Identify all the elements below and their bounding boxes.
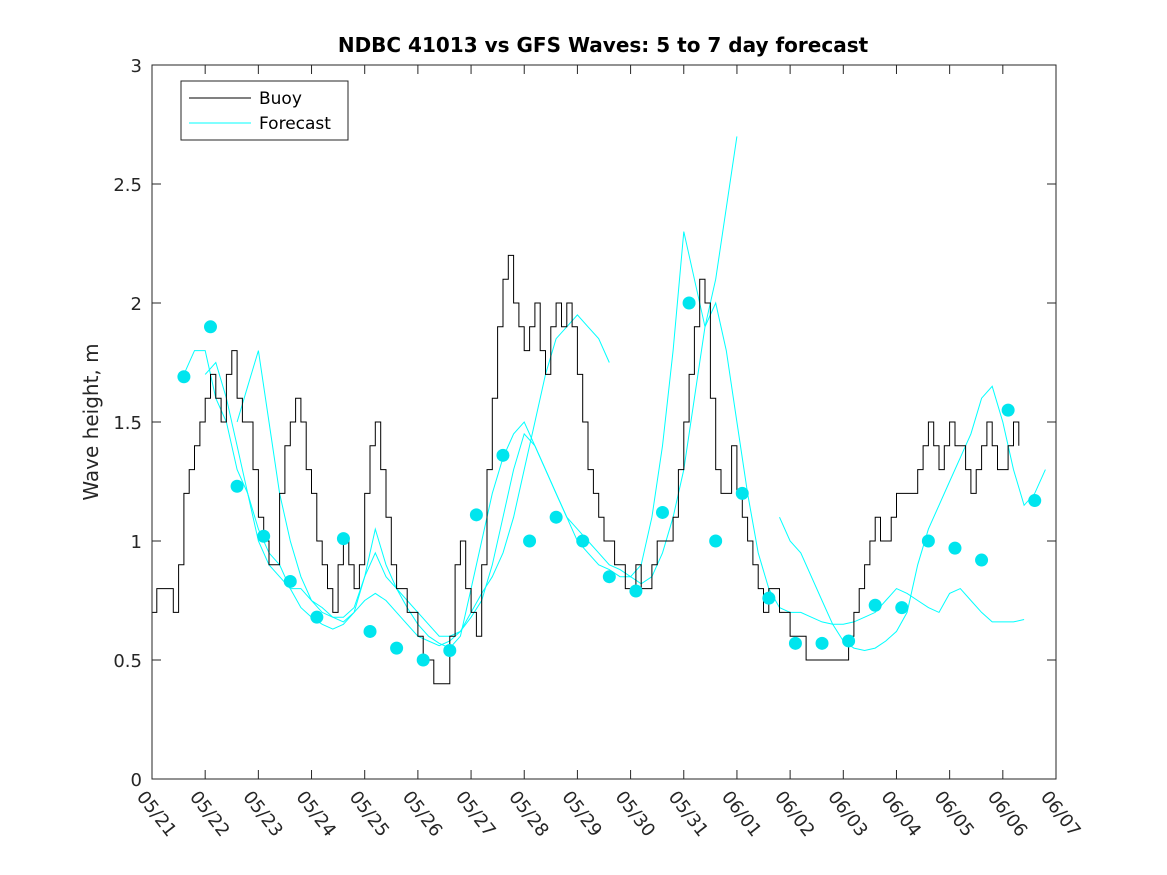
legend-box: [180, 80, 349, 141]
y-tick-label: 0: [131, 770, 142, 791]
forecast-point: [709, 534, 723, 548]
forecast-point: [842, 634, 856, 648]
forecast-points-layer: [177, 296, 1042, 667]
y-tick-label: 3: [131, 56, 142, 77]
forecast-point: [576, 534, 590, 548]
forecast-point: [416, 653, 430, 667]
x-tick-label: 05/27: [451, 787, 499, 841]
x-tick-label: 05/28: [504, 787, 552, 841]
series-line-forecast: [204, 314, 610, 647]
plot-area: [152, 65, 1056, 779]
forecast-point: [230, 479, 244, 493]
series-line-forecast: [236, 301, 1025, 637]
forecast-point: [682, 296, 696, 310]
series-line-forecast: [779, 385, 1046, 652]
forecast-point: [975, 553, 989, 567]
forecast-point: [602, 570, 616, 584]
forecast-point: [549, 510, 563, 524]
forecast-point: [390, 641, 404, 655]
x-tick-label: 06/04: [877, 787, 925, 841]
forecast-point: [735, 486, 749, 500]
forecast-point: [655, 505, 669, 519]
forecast-point: [177, 370, 191, 384]
x-tick-label: 06/02: [770, 787, 818, 841]
forecast-point: [815, 636, 829, 650]
x-tick-label: 06/06: [983, 787, 1031, 841]
forecast-point: [788, 636, 802, 650]
y-tick-label: 2: [131, 294, 142, 315]
forecast-point: [523, 534, 537, 548]
forecast-point: [948, 541, 962, 555]
forecast-point: [336, 532, 350, 546]
series-layer: [152, 136, 1046, 685]
chart-title: NDBC 41013 vs GFS Waves: 5 to 7 day fore…: [338, 33, 869, 57]
forecast-point: [310, 610, 324, 624]
x-tick-label: 05/29: [557, 787, 605, 841]
legend-label-forecast: Forecast: [259, 114, 331, 134]
forecast-point: [895, 601, 909, 615]
x-tick-label: 05/25: [345, 787, 393, 841]
legend: Buoy Forecast: [180, 80, 349, 141]
forecast-point: [1001, 403, 1015, 417]
legend-label-buoy: Buoy: [259, 89, 302, 109]
forecast-point: [443, 643, 457, 657]
forecast-point: [762, 591, 776, 605]
x-tick-label: 05/23: [238, 787, 286, 841]
y-tick-label: 2.5: [113, 175, 142, 196]
x-tick-label: 06/05: [930, 787, 978, 841]
x-tick-label: 06/07: [1036, 787, 1084, 841]
x-tick-label: 05/24: [292, 787, 340, 841]
y-axis-label: Wave height, m: [79, 343, 103, 500]
x-tick-label: 06/03: [823, 787, 871, 841]
forecast-point: [868, 598, 882, 612]
y-tick-label: 1: [131, 532, 142, 553]
series-line-forecast: [183, 136, 738, 649]
y-axis-ticks: 0 0.5 1 1.5 2 2.5 3: [113, 56, 1056, 791]
forecast-point: [1028, 494, 1042, 508]
series-line-buoy: [152, 254, 1020, 685]
forecast-point: [921, 534, 935, 548]
forecast-point: [469, 508, 483, 522]
x-tick-label: 06/01: [717, 787, 765, 841]
x-tick-label: 05/26: [398, 787, 446, 841]
y-tick-label: 0.5: [113, 651, 142, 672]
forecast-point: [363, 624, 377, 638]
y-tick-label: 1.5: [113, 413, 142, 434]
forecast-point: [203, 320, 217, 334]
x-tick-label: 05/30: [611, 787, 659, 841]
x-tick-label: 05/22: [185, 787, 233, 841]
forecast-point: [257, 529, 271, 543]
forecast-point: [496, 448, 510, 462]
x-tick-label: 05/31: [664, 787, 712, 841]
forecast-point: [283, 574, 297, 588]
x-tick-label: 05/21: [132, 787, 180, 841]
forecast-point: [629, 584, 643, 598]
